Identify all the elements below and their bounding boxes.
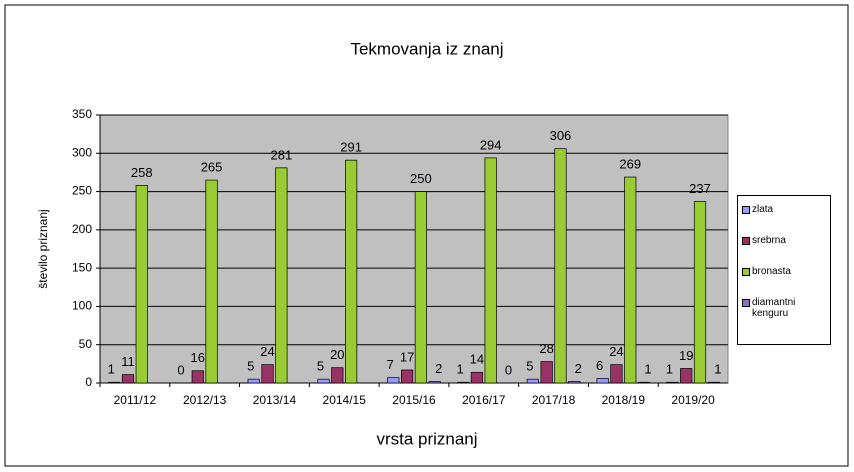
bar <box>108 381 121 384</box>
bar <box>247 378 260 384</box>
y-tick-label: 350 <box>72 107 92 121</box>
legend-swatch <box>742 206 750 214</box>
bar <box>121 374 135 384</box>
bar <box>275 167 288 384</box>
data-label: 1 <box>456 362 463 377</box>
y-tick-label: 200 <box>72 222 92 236</box>
bar <box>414 191 427 384</box>
bar <box>428 381 441 384</box>
x-tick-label: 2015/16 <box>392 393 436 407</box>
legend-label: bronasta <box>752 266 791 277</box>
x-tick-label: 2011/12 <box>114 393 157 407</box>
bar <box>261 364 274 384</box>
data-label: 20 <box>330 347 344 362</box>
data-label: 1 <box>714 362 721 377</box>
y-axis-label: število priznanj <box>36 209 50 288</box>
data-label: 5 <box>526 359 533 374</box>
data-label: 7 <box>387 357 394 372</box>
bar <box>317 378 330 384</box>
data-label: 265 <box>201 160 223 175</box>
x-tick-label: 2013/14 <box>253 393 297 407</box>
legend: zlata srebrna bronasta diamantni kenguru <box>737 195 831 345</box>
plot-area <box>99 114 729 384</box>
bar <box>666 381 679 384</box>
data-label: 2 <box>435 361 442 376</box>
bar <box>596 378 609 384</box>
bar <box>624 176 637 384</box>
y-tick-label: 50 <box>79 337 93 351</box>
data-label: 19 <box>679 348 693 363</box>
bar <box>331 367 344 384</box>
data-label: 1 <box>666 362 673 377</box>
bar <box>205 179 218 384</box>
data-label: 17 <box>400 349 414 364</box>
bar <box>387 377 400 384</box>
bar <box>526 378 539 384</box>
data-label: 5 <box>317 359 324 374</box>
data-label: 24 <box>260 344 274 359</box>
bar <box>345 159 358 384</box>
data-label: 294 <box>480 137 502 152</box>
legend-label: diamantni kenguru <box>752 297 796 319</box>
bar <box>680 368 693 384</box>
bar <box>401 369 414 384</box>
legend-item: zlata <box>742 204 826 215</box>
legend-item: srebrna <box>742 235 826 246</box>
bar <box>456 381 470 384</box>
bar <box>693 201 707 384</box>
legend-swatch <box>742 299 750 307</box>
legend-swatch <box>742 237 750 245</box>
data-label: 24 <box>609 344 623 359</box>
data-label: 0 <box>177 362 184 377</box>
bar <box>191 370 204 384</box>
y-tick-label: 150 <box>72 260 92 274</box>
legend-label: srebrna <box>752 235 786 246</box>
data-label: 306 <box>550 128 572 143</box>
data-label: 250 <box>410 171 432 186</box>
legend-label: zlata <box>752 204 774 215</box>
x-tick-label: 2014/15 <box>323 393 367 407</box>
data-label: 291 <box>340 140 362 155</box>
data-label: 2 <box>575 361 582 376</box>
legend-item: bronasta <box>742 266 826 277</box>
bar <box>568 381 581 384</box>
x-tick-label: 2012/13 <box>183 393 227 407</box>
bar <box>135 185 148 384</box>
bar <box>707 381 720 384</box>
y-tick-label: 100 <box>72 299 92 313</box>
data-label: 14 <box>470 352 484 367</box>
data-label: 1 <box>108 362 115 377</box>
x-axis-label: vrsta priznanj <box>376 429 477 448</box>
x-tick-label: 2017/18 <box>532 393 576 407</box>
x-tick-label: 2019/20 <box>671 393 715 407</box>
bar <box>484 157 497 384</box>
x-tick-label: 2016/17 <box>462 393 506 407</box>
bar <box>554 148 567 384</box>
chart-title: Tekmovanja iz znanj <box>350 39 503 58</box>
data-label: 258 <box>131 165 153 180</box>
data-label: 5 <box>247 359 254 374</box>
legend-item: diamantni kenguru <box>742 297 826 319</box>
y-tick-label: 300 <box>72 145 92 159</box>
y-tick-label: 0 <box>85 375 92 389</box>
data-label: 281 <box>270 147 292 162</box>
legend-swatch <box>742 268 750 276</box>
data-label: 16 <box>191 350 205 365</box>
data-label: 6 <box>596 358 603 373</box>
data-label: 237 <box>689 181 711 196</box>
bar <box>610 364 623 384</box>
bar <box>470 371 483 384</box>
bar <box>637 381 651 384</box>
bar <box>540 361 553 384</box>
data-label: 11 <box>121 354 135 369</box>
data-label: 28 <box>539 341 553 356</box>
y-tick-label: 250 <box>72 184 92 198</box>
x-tick-label: 2018/19 <box>602 393 646 407</box>
data-label: 0 <box>505 362 512 377</box>
data-label: 269 <box>619 156 641 171</box>
data-label: 1 <box>644 362 651 377</box>
